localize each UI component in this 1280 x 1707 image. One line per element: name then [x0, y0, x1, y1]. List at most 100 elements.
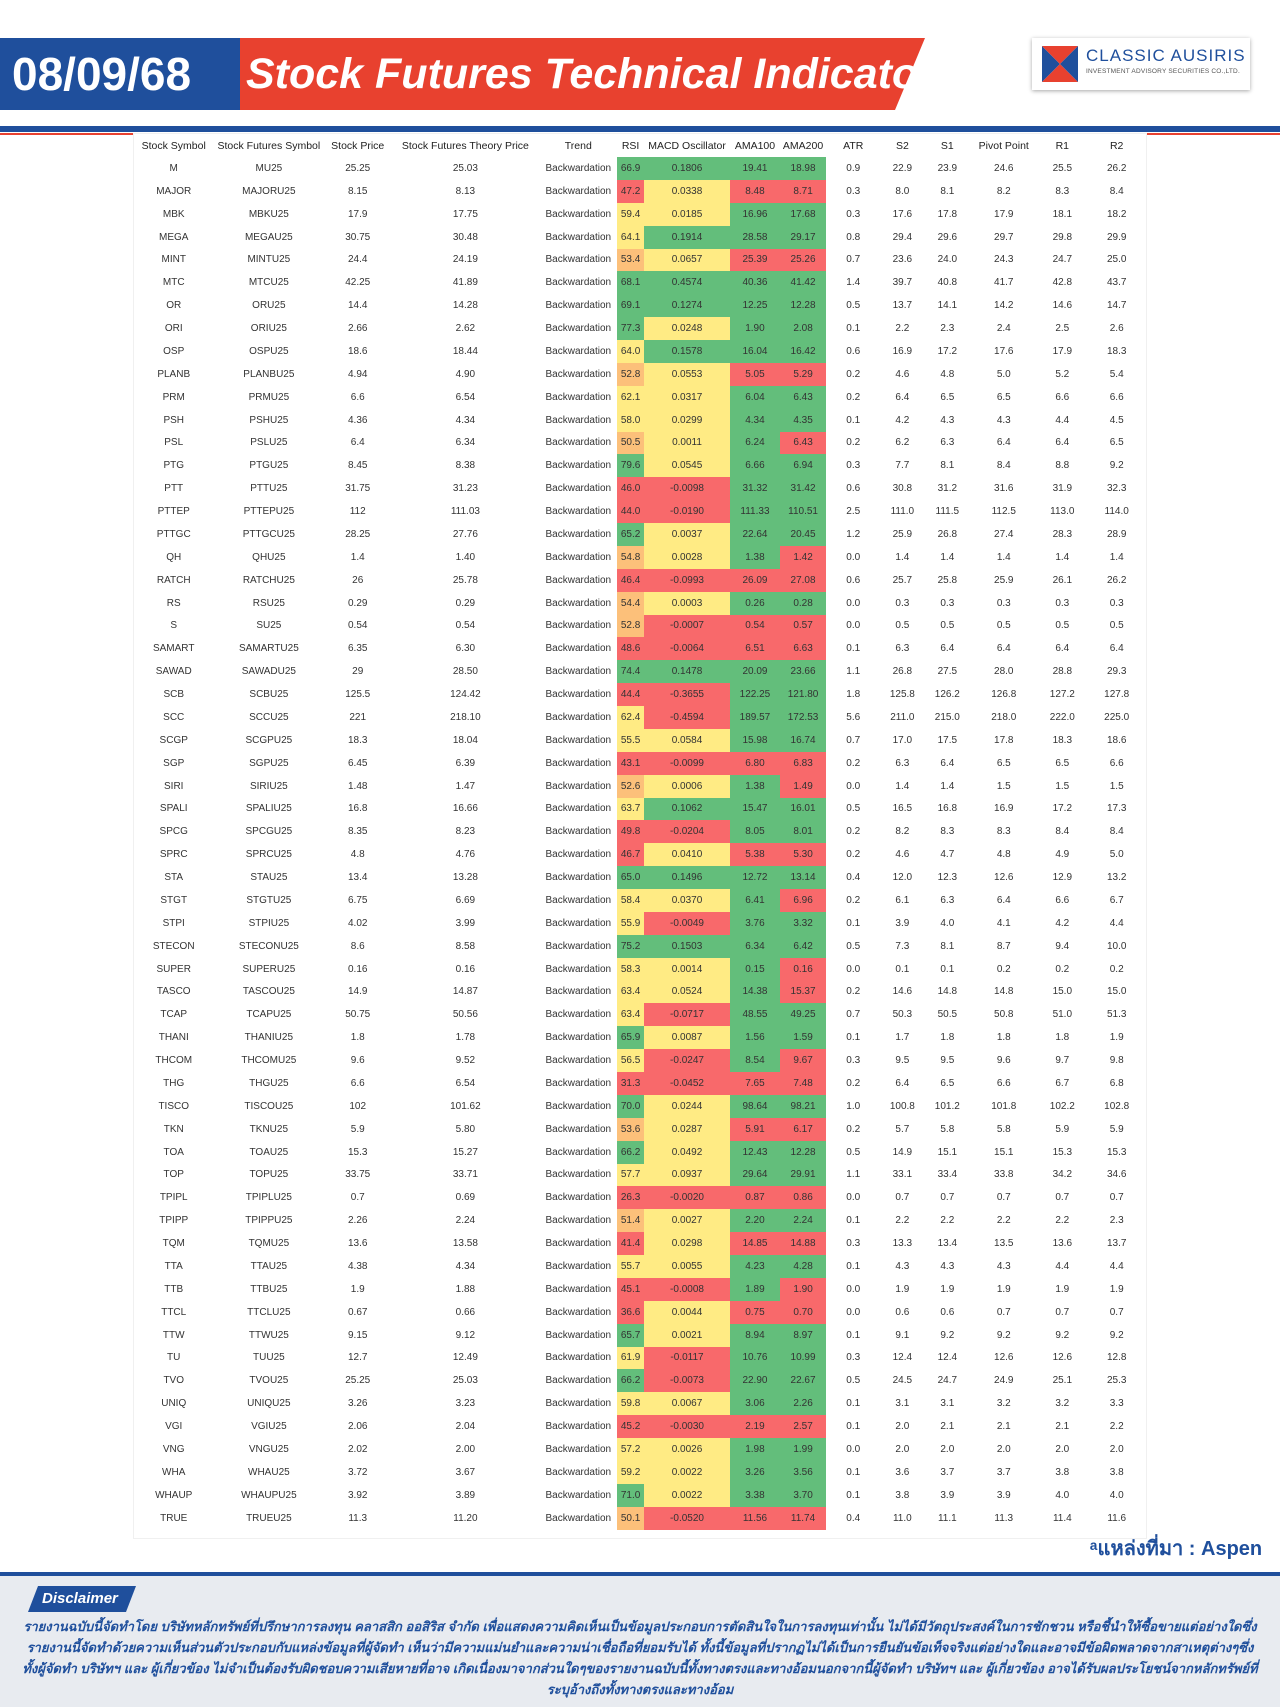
table-cell: 0.7: [1055, 1306, 1070, 1318]
table-cell: 12.3: [937, 872, 958, 884]
table-cell: 101.62: [450, 1100, 481, 1112]
table-cell: 8.45: [347, 460, 368, 472]
table-cell: 0.5: [846, 1375, 861, 1387]
table-cell: 58.0: [616, 408, 645, 432]
table-cell: 126.2: [934, 689, 960, 701]
table-cell: 2.62: [455, 323, 476, 335]
table-cell: 6.39: [455, 757, 476, 769]
table-cell: 6.4: [1055, 437, 1070, 449]
table-cell: 52.6: [616, 774, 645, 798]
column-header: MACD Oscillator: [648, 139, 726, 152]
table-cell: 17.9: [347, 208, 368, 220]
table-cell: 6.35: [347, 643, 368, 655]
table-cell: 9.52: [455, 1055, 476, 1067]
column-header: AMA200: [782, 139, 824, 152]
table-cell: 9.1: [895, 1329, 910, 1341]
table-cell: 3.7: [940, 1466, 955, 1478]
table-cell: -0.0049: [644, 911, 730, 935]
table-cell: 50.56: [452, 1009, 478, 1021]
table-cell: 2.2: [1109, 1421, 1124, 1433]
table-cell: 0.7: [1109, 1306, 1124, 1318]
table-cell: 68.1: [616, 271, 645, 295]
table-cell: 2.3: [1109, 1215, 1124, 1227]
table-cell: SPCG: [159, 826, 188, 838]
table-cell: Backwardation: [545, 300, 612, 312]
table-cell: 11.3: [348, 1512, 368, 1524]
table-cell: 1.1: [846, 666, 861, 678]
table-cell: ORI: [164, 323, 183, 335]
table-cell: 102.8: [1104, 1100, 1130, 1112]
table-cell: 1.99: [780, 1438, 827, 1461]
table-cell: 5.9: [1109, 1123, 1124, 1135]
table-cell: SPALI: [159, 803, 188, 815]
table-cell: 2.04: [455, 1421, 476, 1433]
table-cell: 2.0: [1055, 1443, 1070, 1455]
table-row: PRM PRMU25 6.6 6.54 Backwardation 62.1 0.0317 6…: [134, 385, 1146, 409]
table-cell: 1.38: [729, 545, 781, 569]
table-cell: SAMART: [152, 643, 195, 655]
table-cell: 24.7: [1052, 254, 1073, 266]
table-cell: 4.36: [347, 414, 368, 426]
table-cell: TPIPL: [159, 1192, 188, 1204]
table-cell: 0.28: [780, 591, 827, 615]
table-cell: 3.70: [780, 1483, 827, 1507]
table-row: WHAUP WHAUPU25 3.92 3.89 Backwardation 71.0 0.…: [134, 1483, 1146, 1507]
table-cell: 8.23: [455, 826, 476, 838]
table-cell: 218.0: [991, 711, 1017, 723]
table-cell: TOPU25: [249, 1169, 289, 1181]
table-cell: 0.1: [846, 323, 861, 335]
table-cell: STPIU25: [248, 917, 290, 929]
table-cell: 98.64: [729, 1094, 781, 1118]
table-cell: 6.5: [940, 391, 955, 403]
table-row: PTG PTGU25 8.45 8.38 Backwardation 79.6 0.0545…: [134, 454, 1146, 478]
table-cell: 5.2: [1055, 368, 1070, 380]
table-cell: 13.28: [452, 872, 478, 884]
table-cell: 53.6: [616, 1117, 645, 1141]
table-cell: 58.4: [616, 889, 645, 912]
table-cell: 3.6: [895, 1466, 910, 1478]
table-cell: 11.3: [994, 1512, 1014, 1524]
table-cell: 33.1: [892, 1169, 913, 1181]
table-cell: 50.3: [892, 1009, 913, 1021]
table-cell: 0.3: [1109, 597, 1124, 609]
table-cell: SUPERU25: [242, 963, 296, 975]
table-cell: 0.5: [895, 620, 910, 632]
table-cell: 6.5: [940, 1077, 955, 1089]
table-cell: 14.7: [1106, 300, 1127, 312]
table-cell: 0.2: [846, 894, 861, 906]
table-cell: Backwardation: [545, 1169, 612, 1181]
table-cell: TPIPPU25: [245, 1215, 293, 1227]
table-cell: 6.30: [455, 643, 476, 655]
table-cell: 0.3: [895, 597, 910, 609]
table-cell: 11.1: [937, 1512, 957, 1524]
table-cell: 0.1: [846, 643, 861, 655]
table-cell: 12.4: [892, 1352, 913, 1364]
table-cell: TQM: [162, 1238, 185, 1250]
table-cell: TVOU25: [249, 1375, 289, 1387]
table-cell: 0.2: [846, 986, 861, 998]
table-cell: 25.8: [937, 574, 958, 586]
table-cell: -0.0073: [644, 1369, 730, 1393]
table-cell: 6.3: [940, 437, 955, 449]
table-cell: 51.4: [616, 1209, 645, 1233]
table-cell: TPIPLU25: [245, 1192, 292, 1204]
table-cell: TOAU25: [249, 1146, 289, 1158]
table-cell: 29.4: [892, 231, 913, 243]
table-cell: 8.3: [1055, 185, 1070, 197]
table-cell: 1.8: [846, 689, 861, 701]
table-cell: 41.42: [780, 271, 827, 295]
table-cell: 0.16: [780, 957, 827, 981]
table-cell: Backwardation: [545, 1055, 612, 1067]
table-cell: 0.5: [846, 803, 861, 815]
table-row: QH QHU25 1.4 1.40 Backwardation 54.8 0.0028 1.3…: [134, 545, 1146, 569]
table-cell: TTW: [162, 1329, 185, 1341]
table-row: THANI THANIU25 1.8 1.78 Backwardation 65.9 0.0…: [134, 1026, 1146, 1050]
table-cell: 0.7: [996, 1192, 1011, 1204]
table-cell: 102: [349, 1100, 367, 1112]
table-row: TRUE TRUEU25 11.3 11.20 Backwardation 50.1 -0.…: [134, 1506, 1146, 1530]
table-cell: SCGPU25: [245, 734, 293, 746]
table-cell: 25.39: [729, 248, 781, 272]
table-cell: 3.23: [455, 1398, 476, 1410]
table-cell: Backwardation: [545, 1192, 612, 1204]
table-cell: 0.7: [895, 1192, 910, 1204]
